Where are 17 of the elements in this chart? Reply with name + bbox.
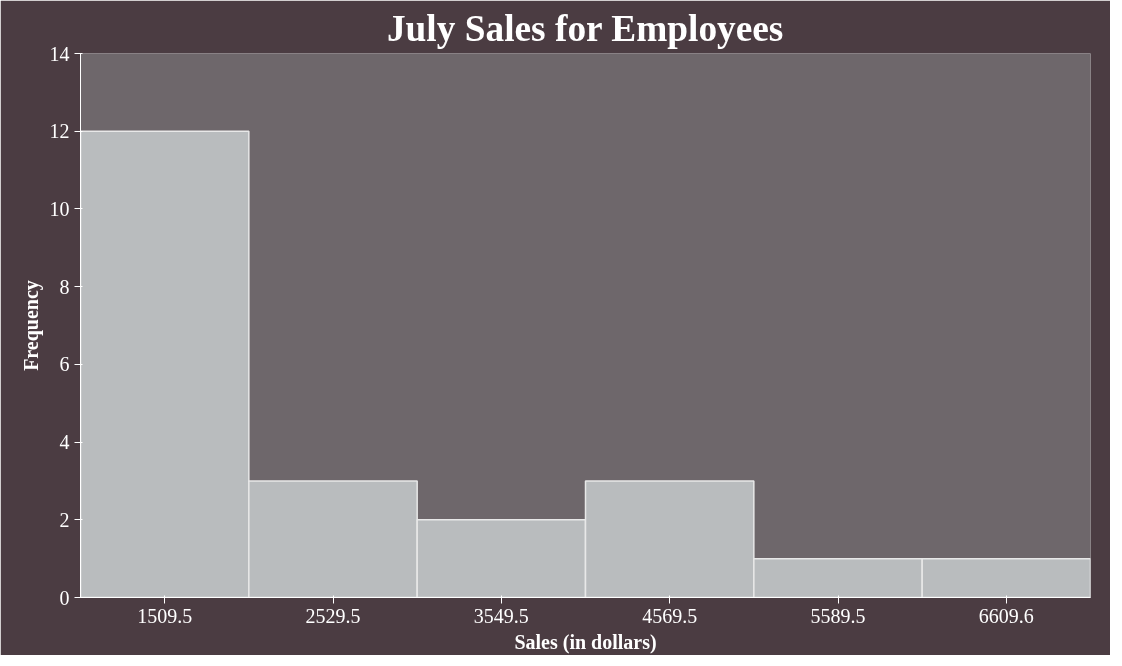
y-tick-label: 12 xyxy=(49,120,70,143)
x-tick-label: 4569.5 xyxy=(642,604,698,627)
x-tick-label: 3549.5 xyxy=(473,604,529,627)
y-axis-title: Frequency xyxy=(19,280,43,371)
chart-title: July Sales for Employees xyxy=(386,7,784,49)
x-tick-label: 1509.5 xyxy=(137,604,193,627)
y-tick-label: 4 xyxy=(59,431,70,454)
y-tick-label: 6 xyxy=(59,353,70,376)
x-tick-label: 6609.6 xyxy=(978,604,1034,627)
y-tick-label: 14 xyxy=(49,42,70,65)
x-tick-label: 2529.5 xyxy=(305,604,361,627)
x-tick-label: 5589.5 xyxy=(810,604,866,627)
y-tick-label: 10 xyxy=(49,197,70,220)
y-tick-label: 8 xyxy=(59,275,70,298)
y-tick-label: 2 xyxy=(59,508,70,531)
y-tick-label: 0 xyxy=(59,586,70,609)
x-axis-title: Sales (in dollars) xyxy=(514,630,657,654)
